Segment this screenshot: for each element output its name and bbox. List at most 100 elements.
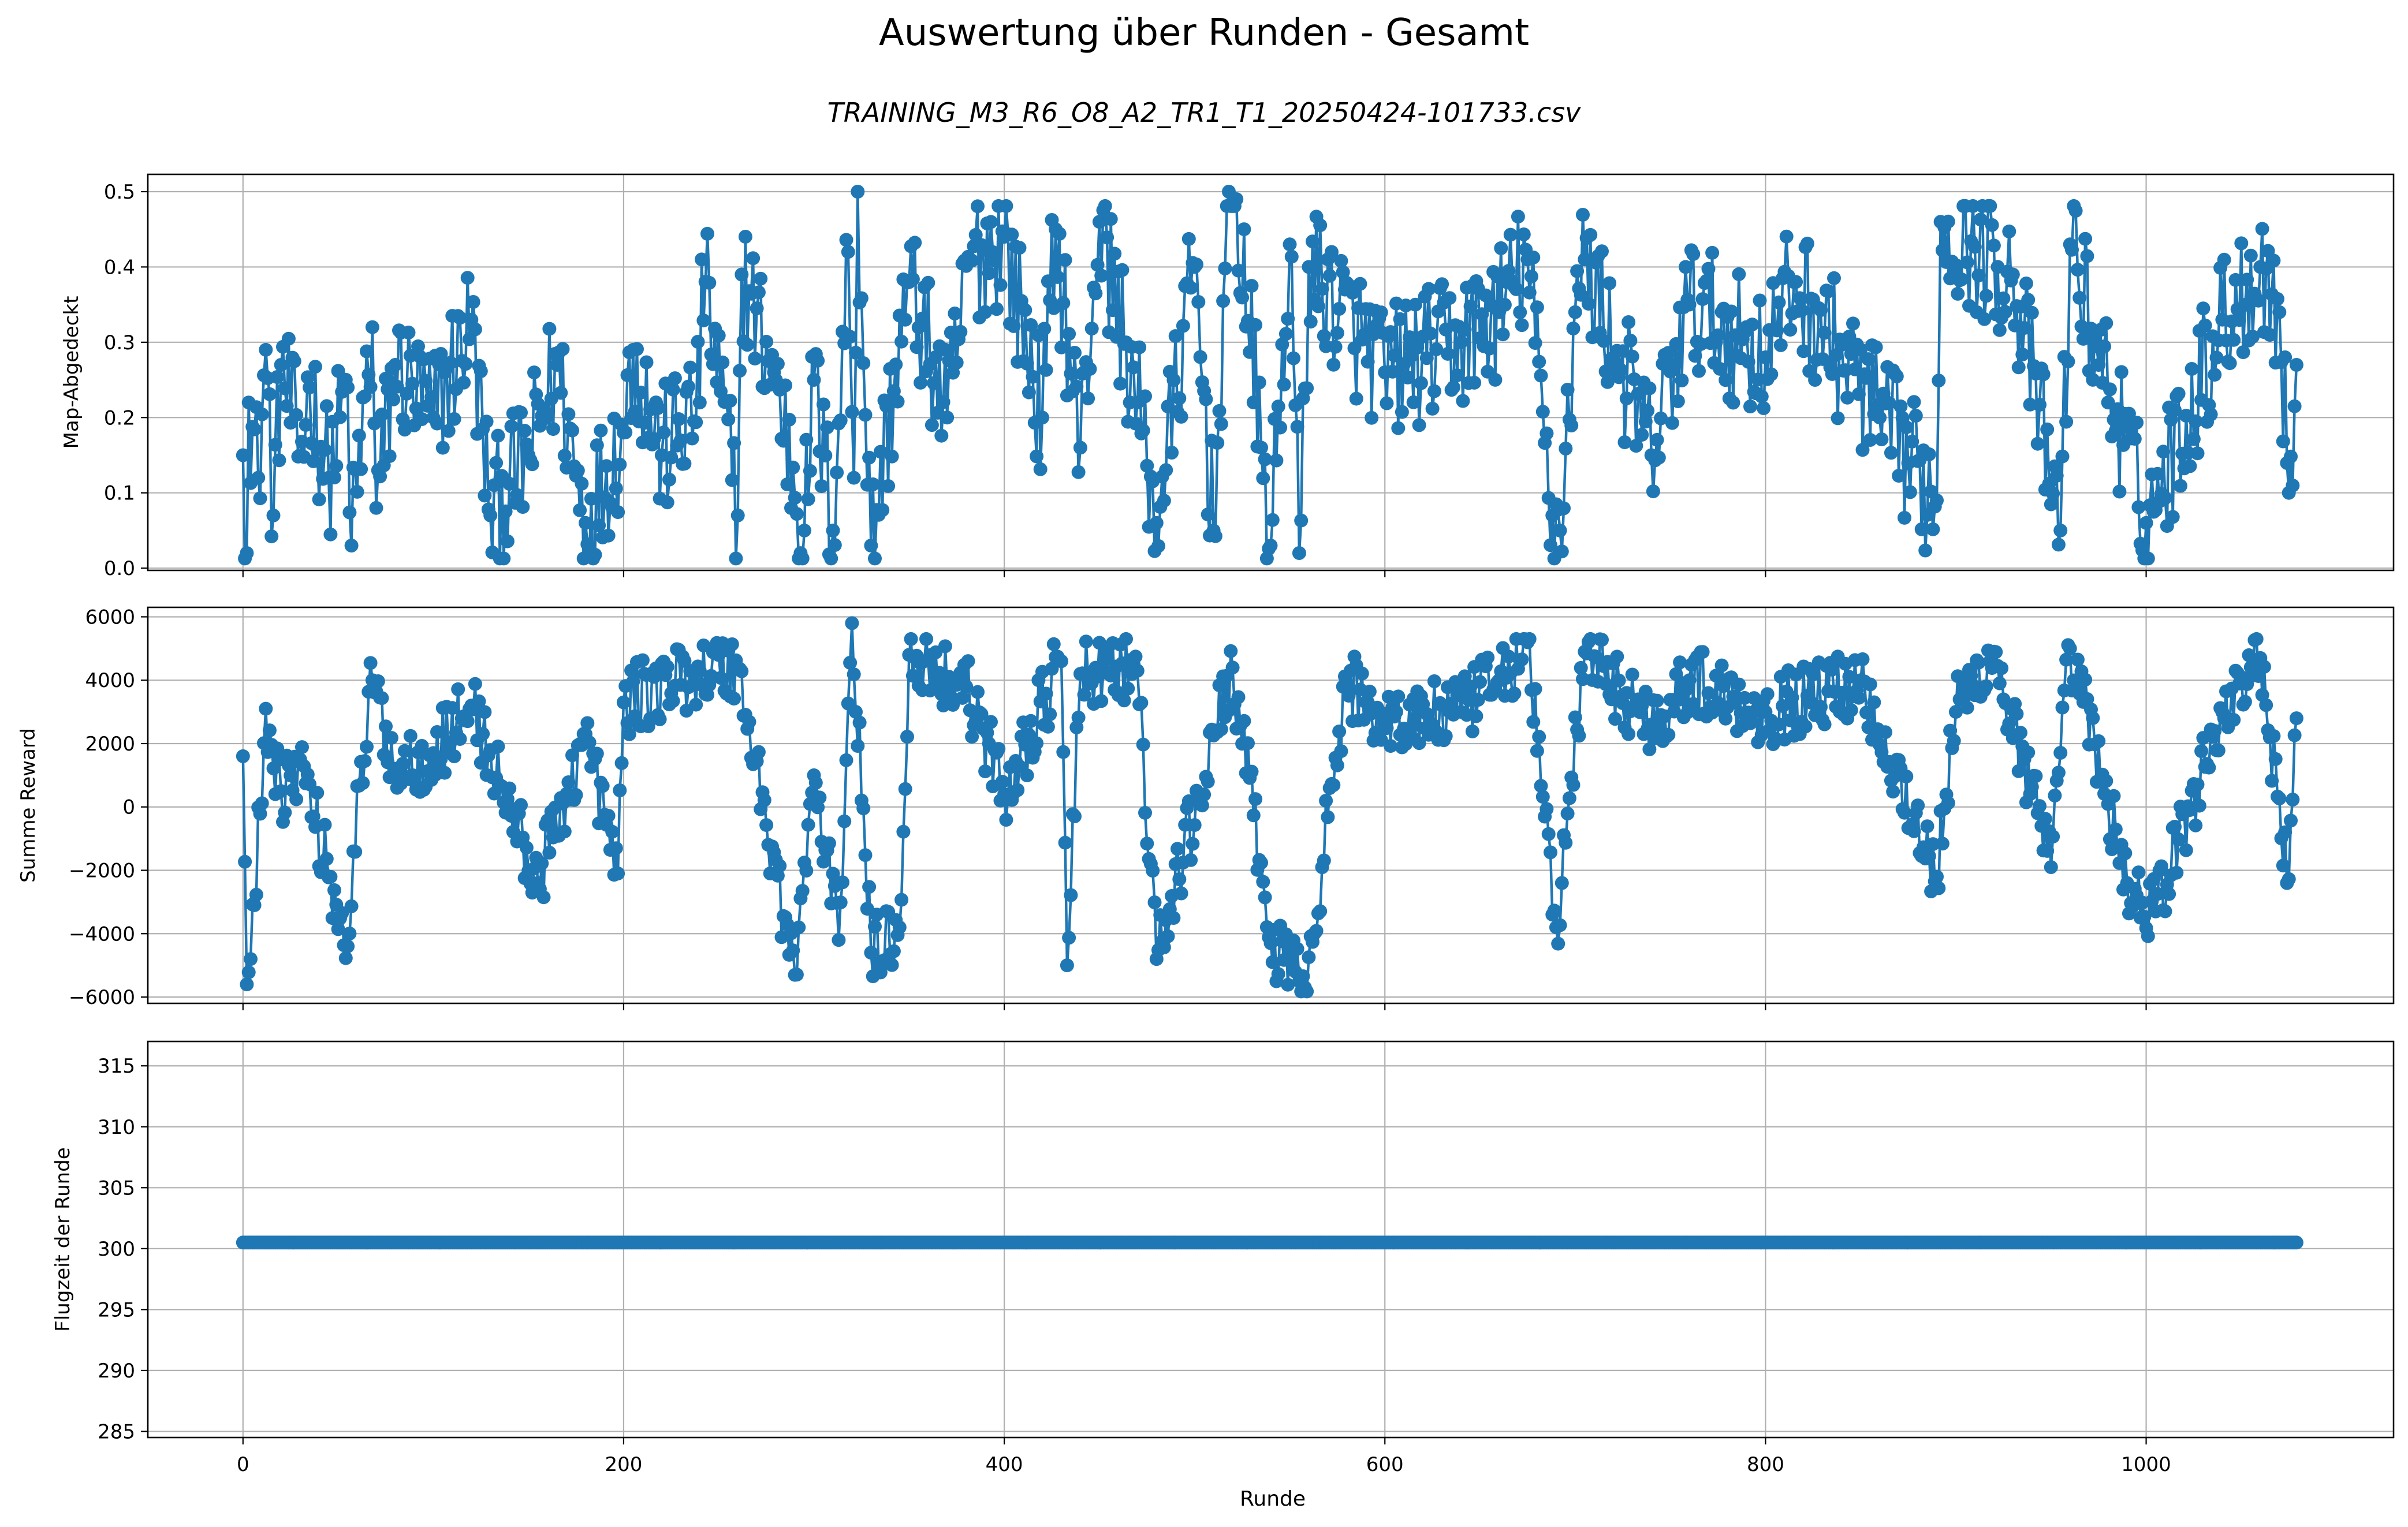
data-point xyxy=(1391,689,1406,704)
data-point xyxy=(1136,423,1150,438)
data-point xyxy=(1625,667,1639,682)
data-point xyxy=(1513,305,1527,319)
data-point xyxy=(1808,373,1822,387)
x-tick-label: 400 xyxy=(986,1453,1023,1476)
data-point xyxy=(1214,722,1228,737)
data-point xyxy=(1654,411,1668,425)
data-point xyxy=(573,503,587,517)
data-point xyxy=(1682,297,1697,312)
data-point xyxy=(401,326,416,339)
data-point xyxy=(925,418,939,432)
data-point xyxy=(554,386,568,400)
data-point xyxy=(892,920,907,935)
data-point xyxy=(1456,394,1470,408)
data-point xyxy=(2272,791,2287,805)
data-point xyxy=(982,266,996,281)
y-axis-label: Map-Abgedeckt xyxy=(60,296,83,449)
data-point xyxy=(1311,299,1325,313)
data-point xyxy=(2017,321,2031,335)
data-point xyxy=(1553,523,1567,537)
data-point xyxy=(845,616,859,630)
data-point xyxy=(1899,420,1914,435)
data-point xyxy=(862,450,877,465)
data-point xyxy=(571,464,585,478)
data-point xyxy=(2033,398,2047,412)
data-point xyxy=(879,399,893,413)
data-point xyxy=(2232,313,2246,327)
data-point xyxy=(1438,729,1453,743)
data-point xyxy=(1998,305,2012,319)
data-point xyxy=(1115,263,1130,277)
data-point xyxy=(1089,286,1103,301)
data-point xyxy=(1292,546,1306,560)
data-point xyxy=(1138,389,1152,404)
data-point xyxy=(1541,827,1556,841)
data-point xyxy=(2202,760,2216,775)
data-point xyxy=(310,786,325,800)
data-point xyxy=(1743,716,1757,730)
data-point xyxy=(333,410,347,424)
data-point xyxy=(1201,507,1215,522)
data-point xyxy=(1526,715,1541,729)
data-point xyxy=(808,775,823,790)
data-point xyxy=(751,745,766,759)
data-point xyxy=(319,399,334,413)
data-point xyxy=(1882,396,1896,410)
data-point xyxy=(839,753,853,767)
data-point xyxy=(306,454,320,468)
data-point xyxy=(561,407,576,421)
data-point xyxy=(590,438,604,453)
data-point xyxy=(2011,360,2026,375)
data-point xyxy=(875,503,890,517)
data-point xyxy=(1092,215,1106,229)
data-point xyxy=(1709,669,1723,683)
data-point xyxy=(729,551,743,566)
data-point xyxy=(1423,326,1438,341)
data-point xyxy=(1252,375,1266,390)
data-point xyxy=(2272,305,2287,319)
data-point xyxy=(1387,348,1401,363)
data-point xyxy=(318,817,332,832)
data-point xyxy=(379,371,393,386)
data-point xyxy=(1772,717,1786,731)
data-point xyxy=(517,424,532,438)
data-point xyxy=(556,342,570,356)
data-point xyxy=(1851,387,1866,401)
data-point xyxy=(1336,265,1350,279)
data-point xyxy=(527,365,541,380)
data-point xyxy=(795,551,810,566)
data-point xyxy=(885,958,899,972)
data-point xyxy=(1701,262,1716,276)
data-point xyxy=(1792,291,1807,305)
data-point xyxy=(405,376,420,391)
y-tick-label: 6000 xyxy=(85,606,135,629)
data-point xyxy=(2107,412,2121,427)
data-point xyxy=(2015,348,2030,361)
data-point xyxy=(2249,632,2264,646)
data-point xyxy=(1403,330,1417,345)
x-tick-label: 800 xyxy=(1747,1453,1784,1476)
data-point xyxy=(1326,778,1341,792)
data-point xyxy=(2255,222,2269,236)
data-point xyxy=(514,405,528,420)
data-point xyxy=(1165,446,1179,460)
data-point xyxy=(2059,652,2074,667)
y-tick-label: 295 xyxy=(98,1298,135,1321)
data-point xyxy=(259,701,273,716)
data-point xyxy=(278,381,292,395)
data-point xyxy=(2063,641,2077,656)
data-point xyxy=(1899,770,1914,783)
data-point xyxy=(1971,268,1986,282)
data-point xyxy=(1623,334,1638,348)
data-point xyxy=(1814,700,1828,714)
data-point xyxy=(1926,522,1940,536)
data-point xyxy=(689,697,703,712)
data-point xyxy=(487,478,501,492)
y-tick-label: −6000 xyxy=(69,986,135,1009)
data-point xyxy=(673,433,688,447)
data-point xyxy=(1595,633,1609,647)
data-point xyxy=(1922,447,1936,461)
data-point xyxy=(1979,289,1993,303)
data-point xyxy=(1168,329,1183,344)
data-point xyxy=(1190,257,1203,272)
